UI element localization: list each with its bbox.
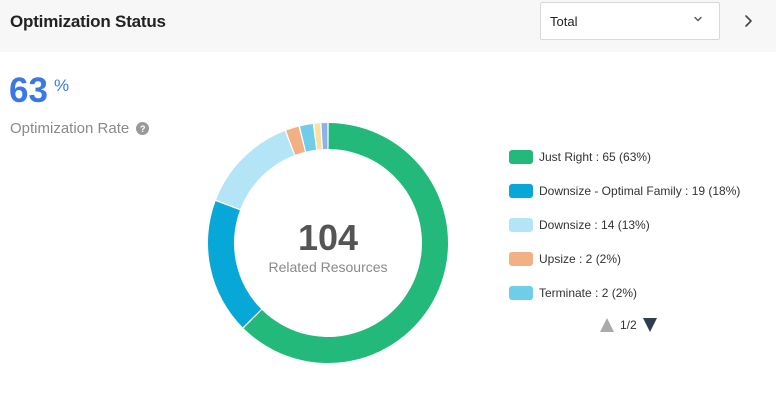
legend-label: Upsize : 2 (2%): [539, 252, 622, 266]
page-down-icon[interactable]: [642, 318, 657, 332]
chevron-down-icon: [694, 16, 702, 22]
legend-swatch: [509, 252, 533, 266]
page-indicator: 1/2: [620, 318, 637, 332]
legend-swatch: [509, 184, 533, 198]
legend-item[interactable]: Just Right : 65 (63%): [509, 149, 651, 165]
legend-item[interactable]: Terminate : 2 (2%): [509, 285, 637, 301]
rate-value: 63: [9, 71, 48, 110]
card-header: Optimization Status Total: [0, 0, 776, 52]
legend-swatch: [509, 218, 533, 232]
donut-slice-6[interactable]: [321, 123, 328, 150]
legend-label: Downsize : 14 (13%): [539, 218, 650, 232]
chevron-right-icon[interactable]: [740, 11, 758, 31]
rate-label: Optimization Rate: [10, 120, 130, 137]
donut-slice-downsize[interactable]: [216, 131, 295, 210]
page-up-icon[interactable]: [600, 318, 614, 332]
legend-item[interactable]: Downsize : 14 (13%): [509, 217, 650, 233]
rate-label-row: Optimization Rate ?: [10, 120, 150, 137]
legend-label: Downsize - Optimal Family : 19 (18%): [539, 184, 741, 198]
legend-label: Just Right : 65 (63%): [539, 150, 652, 164]
filter-select[interactable]: Total: [540, 2, 720, 40]
donut-slice-upsize[interactable]: [286, 126, 305, 155]
card-title: Optimization Status: [10, 12, 166, 31]
question-circle-icon[interactable]: ?: [136, 122, 150, 135]
legend-label: Terminate : 2 (2%): [539, 286, 638, 300]
legend-swatch: [509, 286, 533, 300]
rate-unit: %: [53, 76, 70, 95]
related-resources-count: 104: [297, 217, 359, 258]
legend-pager: 1/2: [600, 318, 657, 332]
legend-item[interactable]: Downsize - Optimal Family : 19 (18%): [509, 183, 740, 199]
legend-swatch: [509, 150, 533, 164]
legend-item[interactable]: Upsize : 2 (2%): [509, 251, 621, 267]
optimization-rate: 63 %: [9, 72, 69, 110]
filter-select-value: Total: [550, 14, 578, 29]
donut-slice-terminate[interactable]: [299, 123, 317, 152]
donut-slice-5[interactable]: [314, 123, 322, 150]
related-resources-label: Related Resources: [268, 259, 388, 275]
